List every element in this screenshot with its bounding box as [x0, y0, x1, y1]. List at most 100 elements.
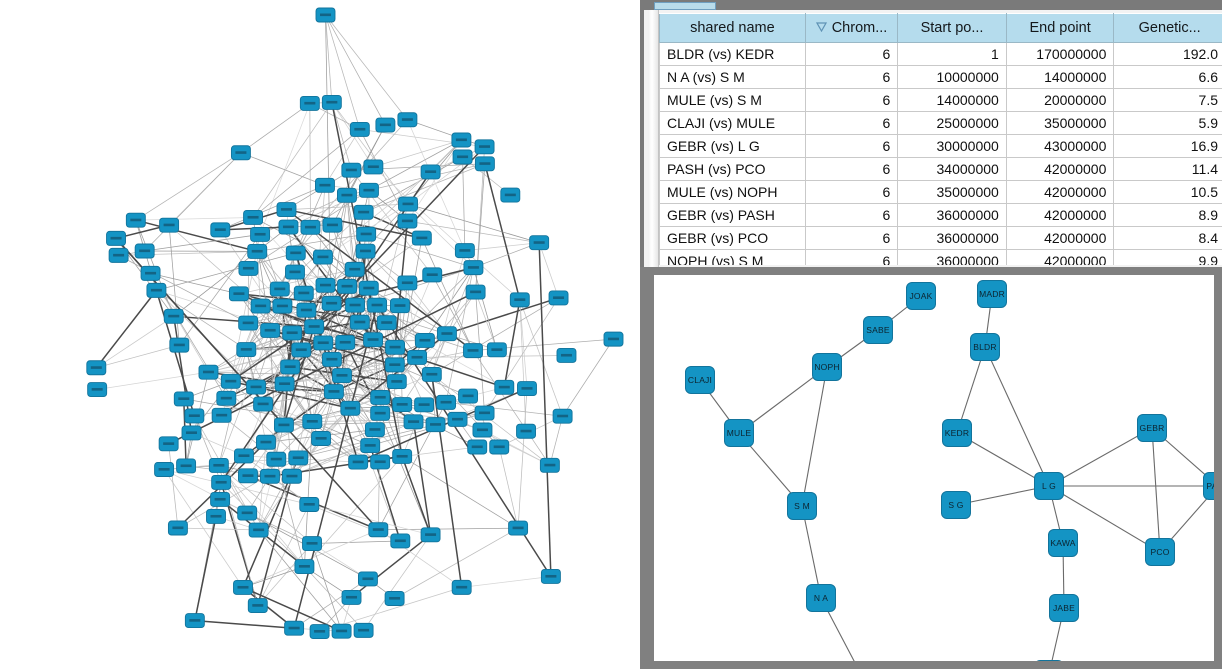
- table-row[interactable]: NOPH (vs) S M 6 36000000 42000000 9.9: [659, 249, 1222, 265]
- network-node-label: [320, 283, 332, 287]
- network-node-label: [491, 348, 503, 351]
- subnetwork-node[interactable]: JOAK: [906, 282, 936, 310]
- table-cell: 14000000: [897, 88, 1007, 112]
- subnetwork-node-label: PCO: [1150, 547, 1170, 557]
- network-node-label: [163, 442, 175, 445]
- table-cell: 42000000: [1005, 203, 1115, 227]
- table-cell: 42000000: [1005, 249, 1115, 265]
- network-node-label: [328, 390, 340, 393]
- table-cell: 43000000: [1005, 134, 1115, 158]
- network-node-label: [260, 440, 272, 444]
- network-node-label: [91, 388, 103, 391]
- network-node-label: [402, 202, 414, 206]
- network-node-label: [286, 474, 298, 478]
- network-node-label: [358, 210, 370, 214]
- table-cell: 35000000: [897, 180, 1007, 204]
- column-header-endpoint[interactable]: End point: [1005, 13, 1115, 43]
- table-cell: 192.0: [1113, 42, 1222, 66]
- subnetwork-node[interactable]: NOPH: [812, 353, 842, 381]
- network-node-label: [317, 341, 329, 345]
- table-row[interactable]: CLAJI (vs) MULE 6 25000000 35000000 5.9: [659, 111, 1222, 135]
- subnetwork-node[interactable]: MADR: [977, 280, 1007, 308]
- subnetwork-node[interactable]: KEDR: [942, 419, 972, 447]
- table-row[interactable]: MULE (vs) NOPH 6 35000000 42000000 10.5: [659, 180, 1222, 204]
- column-header-sharedname[interactable]: shared name: [659, 13, 806, 43]
- column-header-label: Genetic...: [1138, 20, 1201, 36]
- subnetwork-node[interactable]: S G: [941, 491, 971, 519]
- subnetwork-node[interactable]: JABE: [1049, 594, 1079, 622]
- subnetwork-node[interactable]: PASH: [1203, 472, 1214, 500]
- subnetwork-node[interactable]: S M: [787, 492, 817, 520]
- network-node-label: [336, 374, 348, 377]
- main-network-view[interactable]: [0, 0, 640, 669]
- table-cell: 30000000: [897, 134, 1007, 158]
- network-node-label: [467, 349, 479, 352]
- table-row[interactable]: GEBR (vs) PCO 6 36000000 42000000 8.4: [659, 226, 1222, 250]
- network-node-label: [374, 411, 386, 415]
- subnetwork-node[interactable]: SABE: [863, 316, 893, 344]
- column-header-chrom[interactable]: Chrom...: [804, 13, 899, 43]
- network-node-label: [345, 168, 357, 172]
- network-node-label: [462, 394, 474, 398]
- network-node-label: [220, 396, 232, 400]
- subnetwork-node-label: JOAK: [909, 291, 933, 301]
- subnetwork-node[interactable]: MULE: [724, 419, 754, 447]
- network-node-label: [349, 267, 361, 271]
- table-row[interactable]: GEBR (vs) L G 6 30000000 43000000 16.9: [659, 134, 1222, 158]
- table-row[interactable]: PASH (vs) PCO 6 34000000 42000000 11.4: [659, 157, 1222, 181]
- table-cell: 6: [804, 203, 899, 227]
- table-row[interactable]: GEBR (vs) PASH 6 36000000 42000000 8.9: [659, 203, 1222, 227]
- network-node-label: [401, 118, 413, 121]
- network-node-label: [521, 387, 533, 390]
- table-cell: 8.9: [1113, 203, 1222, 227]
- network-node-label: [457, 155, 469, 159]
- network-node-label: [237, 585, 249, 589]
- network-node-label: [467, 266, 479, 269]
- network-node-label: [180, 464, 192, 468]
- subnetwork-node[interactable]: ALMCH: [1034, 660, 1064, 661]
- table-vertical-scrollbar[interactable]: [648, 10, 659, 267]
- network-node-label: [240, 348, 252, 351]
- table-cell: 9.9: [1113, 249, 1222, 265]
- edge-table: shared name Chrom... Start po... End point G…: [659, 13, 1222, 265]
- table-cell: 6.6: [1113, 65, 1222, 89]
- network-node-label: [326, 223, 338, 227]
- table-cell: 25000000: [897, 111, 1007, 135]
- subnetwork-node[interactable]: N A: [806, 584, 836, 612]
- subnetwork-node[interactable]: CLAJI: [685, 366, 715, 394]
- table-row[interactable]: BLDR (vs) KEDR 6 1 170000000 192.0: [659, 42, 1222, 66]
- network-node-label: [363, 188, 375, 192]
- table-row[interactable]: MULE (vs) S M 6 14000000 20000000 7.5: [659, 88, 1222, 112]
- network-node-label: [306, 542, 318, 545]
- network-node-label: [379, 123, 391, 127]
- network-canvas[interactable]: [0, 0, 640, 669]
- network-node-label: [470, 290, 482, 294]
- column-header-genetic[interactable]: Genetic...: [1113, 13, 1222, 43]
- subnetwork-node-label: JABE: [1052, 603, 1076, 613]
- subnetwork-node-label: MADR: [979, 289, 1005, 299]
- column-header-startpo[interactable]: Start po...: [897, 13, 1007, 43]
- subnetwork-node[interactable]: L G: [1034, 472, 1064, 500]
- network-node-label: [426, 273, 438, 276]
- network-node-label: [512, 526, 524, 530]
- subnetwork-node[interactable]: GEBR: [1137, 414, 1167, 442]
- network-node-label: [416, 236, 428, 240]
- table-row[interactable]: N A (vs) S M 6 10000000 14000000 6.6: [659, 65, 1222, 89]
- network-node-label: [242, 321, 254, 325]
- network-node-label: [314, 630, 326, 633]
- subnetwork-node-label: NOPH: [814, 362, 840, 372]
- network-node-label: [304, 225, 316, 229]
- table-scroll-area[interactable]: shared name Chrom... Start po... End point G…: [659, 13, 1222, 265]
- subnetwork-node[interactable]: PCO: [1145, 538, 1175, 566]
- subnetwork-node-label: KAWA: [1050, 538, 1076, 548]
- network-node-label: [158, 468, 170, 471]
- subnetwork-node[interactable]: BLDR: [970, 333, 1000, 361]
- subnetwork-node[interactable]: KAWA: [1048, 529, 1078, 557]
- network-node-label: [344, 406, 356, 410]
- tab-stub[interactable]: [654, 2, 716, 10]
- table-cell: 36000000: [897, 249, 1007, 265]
- network-node-label: [214, 497, 226, 501]
- network-node-label: [341, 193, 353, 197]
- subnetwork-node-label: N A: [813, 593, 829, 603]
